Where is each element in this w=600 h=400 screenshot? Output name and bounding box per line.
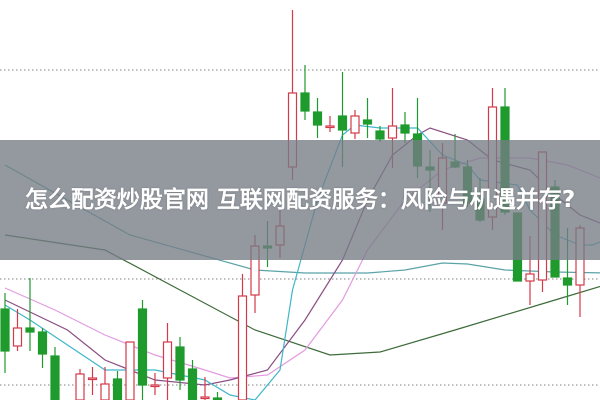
- candle-body: [212, 397, 223, 400]
- candle-body: [562, 277, 573, 286]
- candle-body: [200, 396, 210, 400]
- candle-up: [350, 110, 360, 139]
- candle-down: [300, 65, 310, 120]
- candle-up: [162, 323, 173, 400]
- candle-up: [325, 116, 335, 132]
- candle-up: [12, 309, 23, 351]
- candle-up: [150, 373, 160, 395]
- candle-body: [162, 341, 173, 379]
- candle-body: [362, 119, 373, 125]
- candle-body: [337, 115, 348, 131]
- candle-up: [87, 367, 98, 395]
- candle-body: [137, 308, 148, 386]
- candle-up: [200, 377, 210, 400]
- candle-body: [87, 377, 98, 381]
- candle-down: [187, 360, 198, 400]
- moving-average-line: [4, 234, 600, 356]
- candle-body: [12, 327, 23, 347]
- candle-down: [175, 337, 185, 390]
- candle-body: [387, 125, 398, 139]
- candle-body: [350, 115, 360, 134]
- grid-lines: [0, 69, 600, 386]
- candle-down: [137, 300, 148, 400]
- candle-body: [325, 125, 335, 129]
- candle-down: [212, 392, 223, 400]
- candle-body: [175, 346, 185, 381]
- candle-body: [150, 384, 160, 388]
- candle-body: [100, 383, 110, 400]
- candle-body: [112, 378, 123, 400]
- candle-down: [25, 278, 35, 351]
- candle-up: [100, 367, 110, 400]
- candle-down: [312, 98, 323, 138]
- candle-body: [75, 373, 85, 400]
- candle-body: [0, 308, 10, 352]
- candle-body: [525, 273, 535, 282]
- candle-body: [50, 355, 60, 400]
- candle-body: [237, 295, 248, 400]
- candle-down: [362, 98, 373, 138]
- title-banner: 怎么配资炒股官网 互联网配资服务：风险与机遇并存?: [0, 140, 600, 260]
- candle-body: [37, 331, 48, 355]
- candle-body: [187, 368, 198, 400]
- candle-down: [375, 126, 385, 142]
- candle-body: [312, 111, 323, 126]
- candle-down: [50, 347, 60, 400]
- candle-body: [400, 124, 410, 134]
- candle-body: [125, 341, 135, 400]
- candle-up: [237, 274, 248, 400]
- candle-up: [75, 369, 85, 400]
- candle-body: [375, 130, 385, 140]
- candle-body: [300, 92, 310, 112]
- candle-body: [25, 327, 35, 333]
- candle-down: [400, 112, 410, 143]
- candle-down: [37, 328, 48, 368]
- candle-down: [112, 371, 123, 400]
- article-title: 怎么配资炒股官网 互联网配资服务：风险与机遇并存?: [24, 187, 576, 213]
- candle-up: [125, 341, 135, 400]
- candle-down: [0, 293, 10, 373]
